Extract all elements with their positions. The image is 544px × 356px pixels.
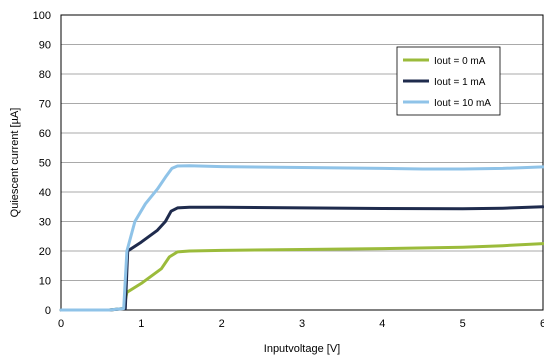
series-line-1 [59,242,544,312]
x-tick-label: 6 [540,318,544,330]
y-tick-label: 70 [39,99,51,111]
x-tick-label: 1 [138,318,144,330]
x-tick-label: 3 [299,318,305,330]
x-tick-label: 0 [58,318,64,330]
legend-label: Iout = 0 mA [434,56,486,67]
x-tick-label: 5 [460,318,466,330]
y-tick-label: 90 [39,40,51,52]
tick-labels: 0 10 20 30 40 50 60 70 80 90 100 0 1 2 3 4 5 6 [33,10,544,330]
x-tick-label: 2 [219,318,225,330]
gridlines [61,44,543,281]
y-axis-title: Quiescent current [µA] [9,108,21,218]
x-axis-title: Inputvoltage [V] [264,343,340,355]
x-tick-label: 4 [379,318,385,330]
y-tick-label: 100 [33,10,51,22]
y-tick-label: 30 [39,217,51,229]
y-tick-label: 50 [39,158,51,170]
y-tick-label: 40 [39,187,51,199]
y-tick-label: 80 [39,69,51,81]
series-line-3 [59,164,544,312]
series-lines [59,164,544,312]
y-tick-label: 20 [39,246,51,258]
plot-area [60,14,544,311]
legend-label: Iout = 10 mA [434,98,491,109]
y-tick-label: 0 [45,305,51,317]
y-tick-label: 10 [39,276,51,288]
legend-label: Iout = 1 mA [434,77,486,88]
y-tick-label: 60 [39,128,51,140]
legend: Iout = 0 mA Iout = 1 mA Iout = 10 mA [396,46,501,116]
